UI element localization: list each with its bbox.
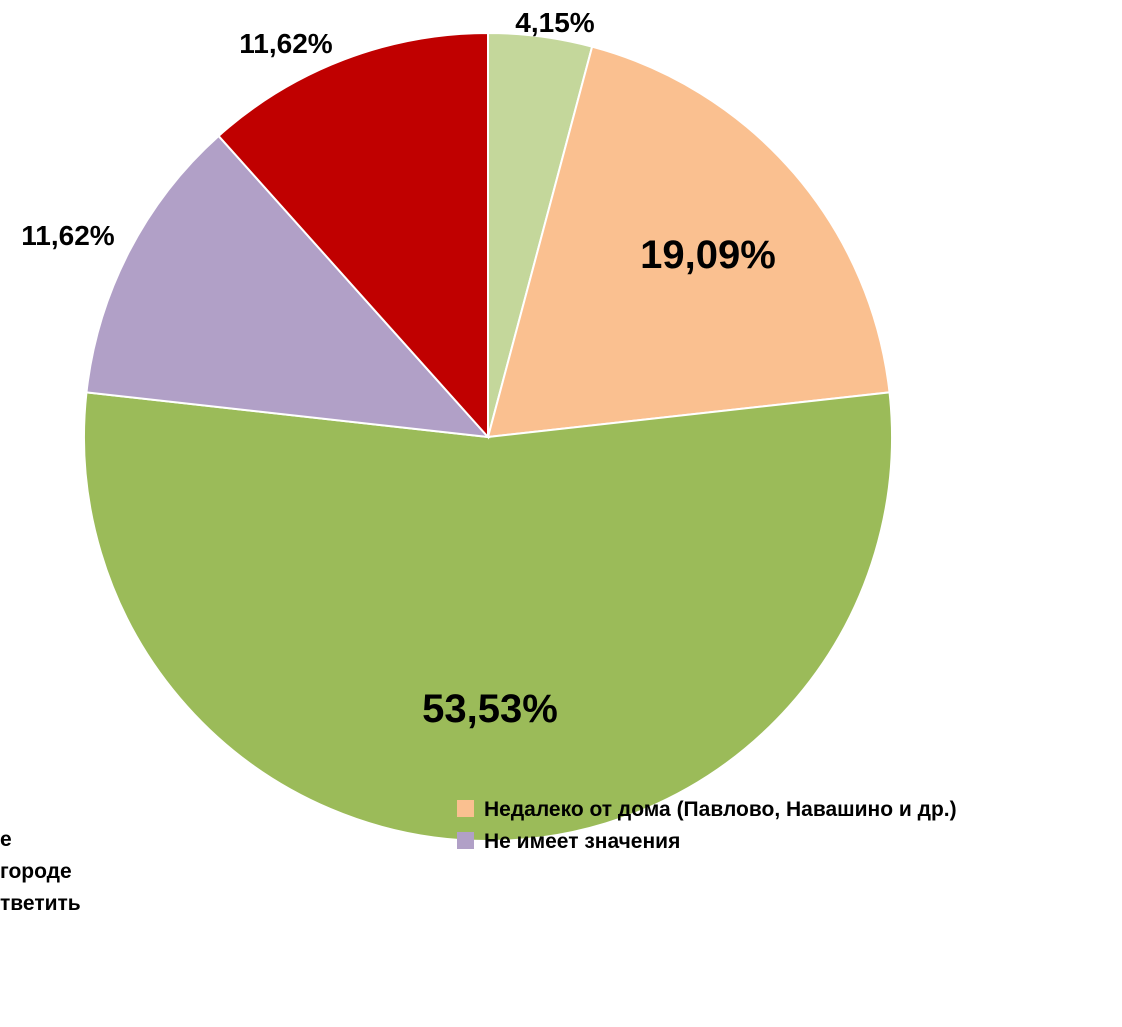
legend-label-4: Не имеет значения: [484, 830, 680, 853]
legend-label-5: тветить: [0, 892, 81, 915]
legend-label-3: городе: [0, 860, 72, 883]
pie-slices: [83, 31, 893, 842]
data-label-4: 11,62%: [21, 220, 115, 251]
legend: е Недалеко от дома (Павлово, Навашино и д…: [0, 798, 957, 915]
data-label-3: 53,53%: [422, 687, 558, 731]
data-label-2: 19,09%: [640, 233, 776, 277]
data-labels: 4,15% 19,09% 53,53% 11,62% 11,62%: [21, 7, 776, 731]
legend-marker-4: [457, 832, 474, 849]
data-label-1: 4,15%: [515, 7, 594, 38]
legend-marker-2: [457, 800, 474, 817]
legend-label-2: Недалеко от дома (Павлово, Навашино и др…: [484, 798, 957, 821]
data-label-5: 11,62%: [239, 28, 333, 59]
pie-slice-4: [85, 134, 491, 439]
pie-slice-5: [217, 31, 489, 440]
legend-label-1: е: [0, 828, 12, 851]
pie-slice-2: [486, 45, 891, 439]
pie-slice-3: [83, 391, 893, 842]
